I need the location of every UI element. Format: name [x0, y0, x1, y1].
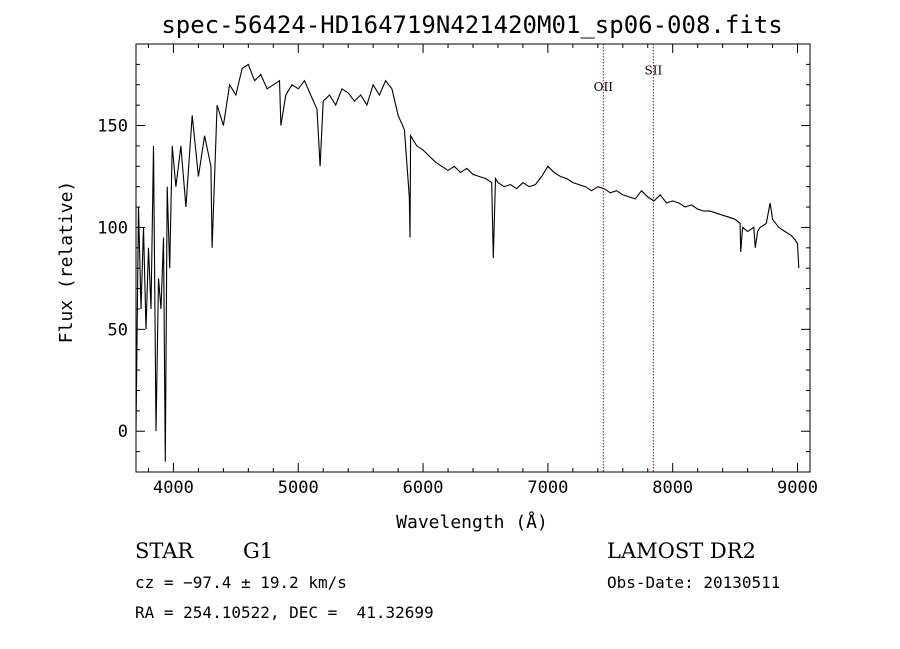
x-tick-label: 9000	[777, 478, 818, 498]
redshift-readout: cz = −97.4 ± 19.2 km/s	[135, 573, 347, 592]
y-tick-label: 50	[108, 320, 128, 340]
axis-ticks: 4000 5000 6000 7000 8000 9000 0 50 100 150	[97, 44, 818, 498]
y-tick-label: 100	[97, 218, 128, 238]
y-axis-label: Flux (relative)	[56, 181, 77, 344]
coordinates-readout: RA = 254.10522, DEC = 41.32699	[135, 603, 434, 622]
x-tick-label: 8000	[652, 478, 693, 498]
x-tick-label: 6000	[403, 478, 444, 498]
y-tick-label: 0	[118, 422, 128, 442]
y-tick-label: 150	[97, 117, 128, 137]
object-subclass: G1	[243, 539, 274, 563]
chart-title: spec-56424-HD164719N421420M01_sp06-008.f…	[161, 11, 782, 39]
line-markers: OII SII	[594, 44, 663, 472]
x-tick-label: 4000	[153, 478, 194, 498]
x-axis-label: Wavelength (Å)	[396, 511, 548, 533]
line-marker-label: SII	[645, 64, 663, 78]
object-class: STAR	[135, 539, 194, 563]
x-tick-label: 7000	[527, 478, 568, 498]
survey-name: LAMOST DR2	[607, 539, 756, 563]
plot-frame	[135, 43, 811, 473]
x-tick-label: 5000	[278, 478, 319, 498]
spectrum-line	[136, 63, 800, 462]
line-marker-label: OII	[594, 80, 614, 94]
obs-date: Obs-Date: 20130511	[607, 573, 781, 592]
